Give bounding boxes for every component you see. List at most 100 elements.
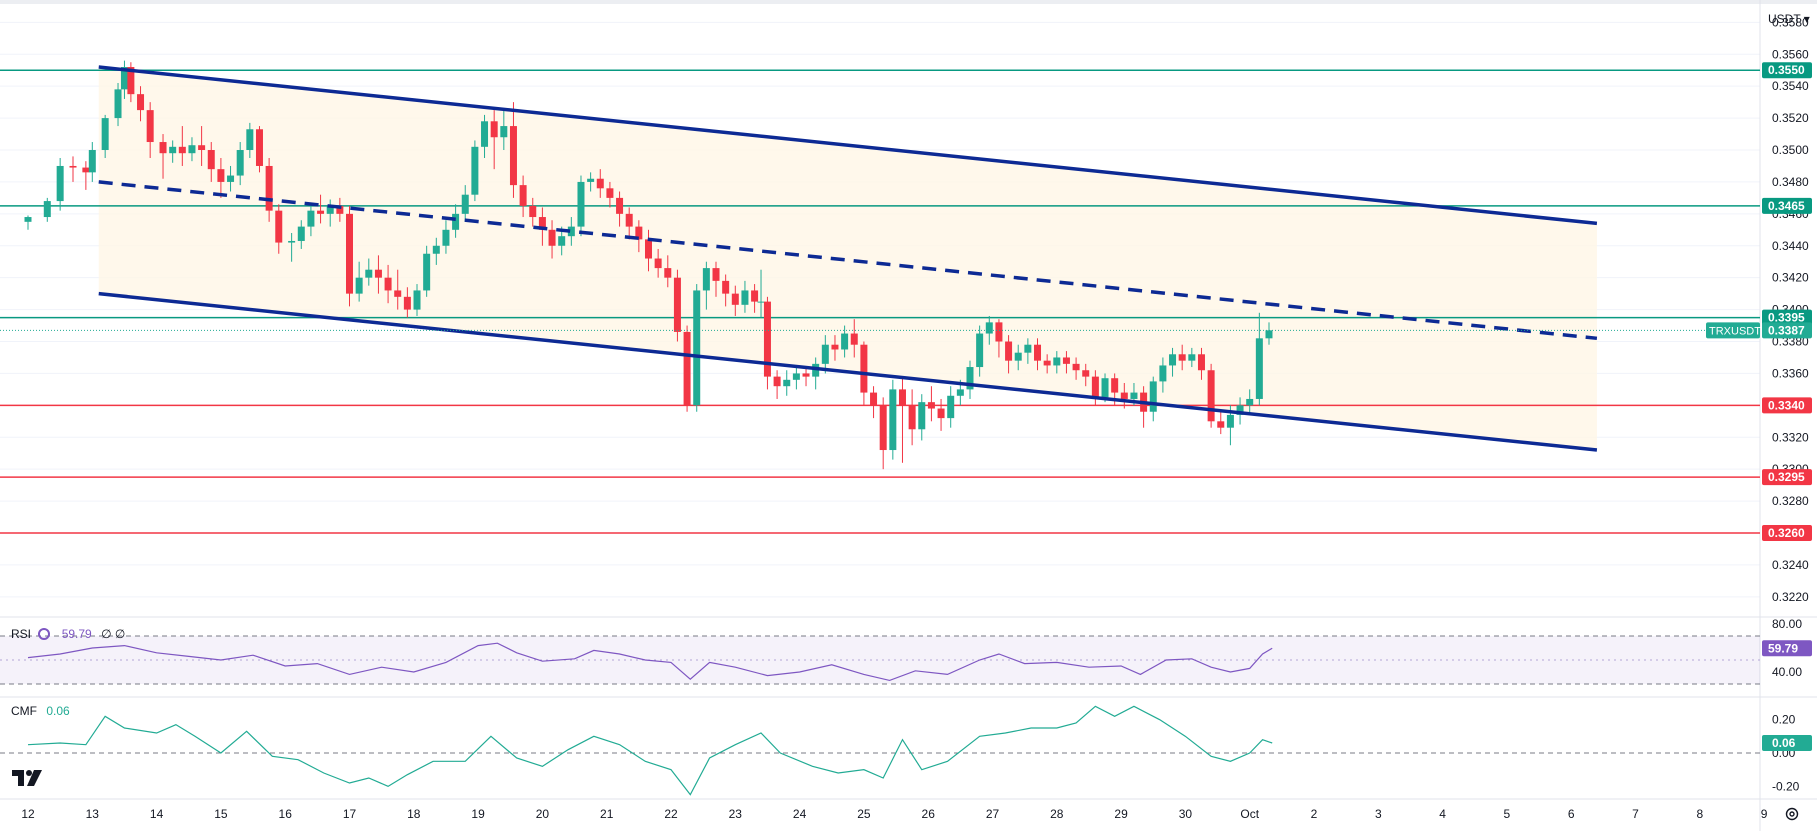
time-axis-label: 2: [1311, 807, 1318, 821]
candle-body: [712, 268, 720, 281]
candle-body: [741, 290, 749, 305]
time-axis-label: Oct: [1240, 807, 1259, 821]
candle-body: [1236, 405, 1244, 415]
current-price-label-bg: [1762, 322, 1812, 339]
candle-body: [1265, 330, 1273, 339]
candle-body: [548, 229, 556, 246]
candle-body: [307, 210, 315, 227]
candle-body: [24, 217, 32, 222]
price-tick-label: 0.3220: [1772, 590, 1809, 604]
candle-body: [413, 290, 421, 310]
candle-body: [606, 188, 614, 198]
candle-body: [403, 296, 411, 310]
time-axis-label: 13: [86, 807, 100, 821]
candle-body: [432, 245, 440, 254]
candle-body: [1169, 354, 1177, 366]
candle-body: [635, 226, 643, 240]
candle-body: [275, 210, 283, 243]
candle-body: [374, 269, 382, 278]
candle-body: [326, 205, 334, 214]
time-axis-label: 4: [1439, 807, 1446, 821]
candle-body: [889, 389, 897, 451]
level-label: 0.3395: [1768, 311, 1805, 325]
rsi-band: [0, 636, 1760, 684]
rsi-legend[interactable]: RSI 59.79 ∅ ∅: [11, 627, 125, 641]
level-label: 0.3465: [1768, 199, 1805, 213]
candle-body: [751, 290, 759, 302]
level-label: 0.3295: [1768, 470, 1805, 484]
candle-body: [178, 146, 186, 154]
candle-body: [879, 405, 887, 451]
candle-body: [654, 258, 662, 269]
time-axis-label: 7: [1632, 807, 1639, 821]
candle-body: [265, 165, 273, 211]
candle-body: [137, 94, 145, 111]
candle-body: [1197, 354, 1205, 371]
candle-body: [616, 197, 624, 214]
candle-body: [802, 373, 810, 377]
price-tick-label: 0.3500: [1772, 143, 1809, 157]
price-tick-label: 0.3560: [1772, 47, 1809, 61]
top-border: [0, 0, 1817, 4]
candle-body: [812, 363, 820, 377]
candle-body: [773, 376, 781, 387]
candle-body: [841, 333, 849, 350]
candle-body: [336, 205, 344, 214]
candle-body: [101, 118, 109, 151]
candle-body: [763, 301, 771, 377]
candle-body: [860, 344, 868, 393]
channel-fill: [98, 67, 1597, 451]
candle-body: [56, 165, 64, 202]
cmf-line: [27, 705, 1273, 796]
candle-body: [625, 213, 633, 227]
candle-body: [317, 210, 325, 214]
time-axis-label: 17: [343, 807, 357, 821]
candle-body: [693, 290, 701, 406]
candle-body: [850, 333, 858, 345]
candle-body: [1005, 341, 1013, 361]
candle-body: [1101, 378, 1109, 398]
candle-body: [236, 150, 244, 176]
candle-body: [1014, 352, 1022, 361]
cmf-title: CMF: [11, 704, 37, 718]
candle-body: [683, 331, 691, 406]
price-tick-label: 0.3520: [1772, 111, 1809, 125]
candle-body: [1024, 344, 1032, 353]
candle-body: [159, 142, 167, 154]
cmf-legend[interactable]: CMF 0.06: [11, 704, 70, 718]
candle-body: [146, 110, 154, 143]
candle-body: [1255, 338, 1263, 399]
candle-body: [394, 290, 402, 297]
rsi-extra: ∅ ∅: [101, 627, 126, 641]
candle-body: [644, 239, 652, 259]
tradingview-logo-icon[interactable]: [12, 768, 46, 788]
gear-icon[interactable]: [1784, 806, 1800, 822]
candle-body: [596, 178, 604, 189]
level-label: 0.3550: [1768, 63, 1805, 77]
candle-body: [908, 405, 916, 430]
candle-body: [538, 217, 546, 230]
candle-body: [1246, 398, 1254, 406]
candle-body: [227, 175, 235, 182]
candle-body: [69, 165, 77, 168]
candle-body: [937, 408, 945, 419]
channel-upper-line: [98, 65, 1598, 226]
candle-body: [471, 146, 479, 195]
level-label: 0.3260: [1768, 526, 1805, 540]
rsi-axis-label: 40.00: [1772, 665, 1802, 679]
symbol-tag-bg: [1706, 322, 1760, 339]
candle-body: [898, 389, 906, 406]
candle-body: [918, 402, 926, 430]
currency-selector[interactable]: USDT ▾: [1768, 12, 1810, 26]
candle-body: [673, 277, 681, 332]
candle-body: [783, 379, 791, 387]
candle-body: [1091, 376, 1099, 398]
candle-body: [529, 205, 537, 218]
candle-body: [1053, 357, 1061, 366]
candle-body: [1149, 381, 1157, 412]
candle-body: [246, 129, 254, 151]
candle-body: [1226, 414, 1234, 428]
indicator-settings-icon[interactable]: [38, 628, 51, 640]
candle-body: [1062, 357, 1070, 364]
